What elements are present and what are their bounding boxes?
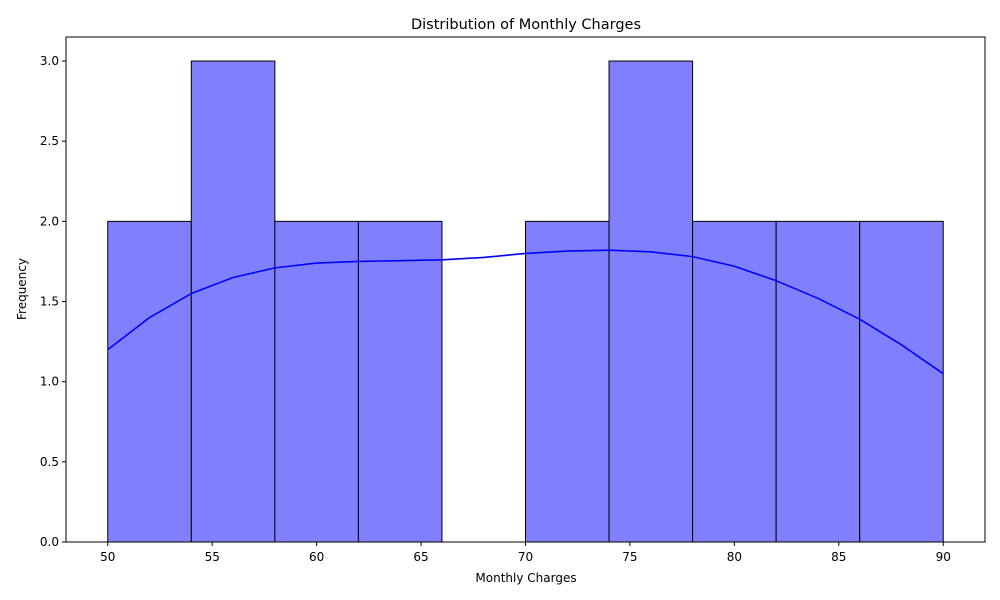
x-tick-label-4: 70 [518, 550, 533, 564]
histogram-bar-6 [608, 60, 694, 543]
histogram-bar-8 [775, 220, 861, 543]
y-tick-label-1: 0.5 [40, 455, 59, 469]
chart-title: Distribution of Monthly Charges [411, 17, 641, 33]
histogram-bar-9 [859, 220, 944, 543]
histogram-bar-7 [692, 220, 777, 543]
x-tick-label-3: 65 [413, 550, 428, 564]
histogram-bar-1 [190, 60, 276, 543]
histogram-bar-3 [357, 220, 443, 543]
y-axis-label: Frequency [15, 258, 29, 320]
x-tick-label-1: 55 [205, 550, 220, 564]
y-tick-label-4: 2.0 [40, 214, 59, 228]
y-tick-label-2: 1.0 [40, 375, 59, 389]
x-tick-label-0: 50 [100, 550, 115, 564]
ticks-layer: 50 55 60 65 70 75 80 85 90 0.0 0.5 1.0 1.5 2.0 2.5 3.0 [40, 54, 951, 564]
y-tick-label-0: 0.0 [40, 535, 59, 549]
histogram-bar-5 [525, 220, 610, 543]
bars-layer [107, 60, 944, 543]
y-tick-label-5: 2.5 [40, 134, 59, 148]
histogram-bar-2 [274, 220, 359, 543]
kde-layer [107, 249, 944, 375]
y-tick-label-3: 1.5 [40, 295, 59, 309]
x-axis-label: Monthly Charges [475, 571, 576, 585]
kde-curve [107, 249, 944, 375]
x-tick-label-2: 60 [309, 550, 324, 564]
x-tick-label-6: 80 [727, 550, 742, 564]
x-tick-label-5: 75 [622, 550, 637, 564]
x-tick-label-8: 90 [936, 550, 951, 564]
histogram-bar-0 [107, 220, 192, 543]
x-tick-label-7: 85 [831, 550, 846, 564]
y-tick-label-6: 3.0 [40, 54, 59, 68]
